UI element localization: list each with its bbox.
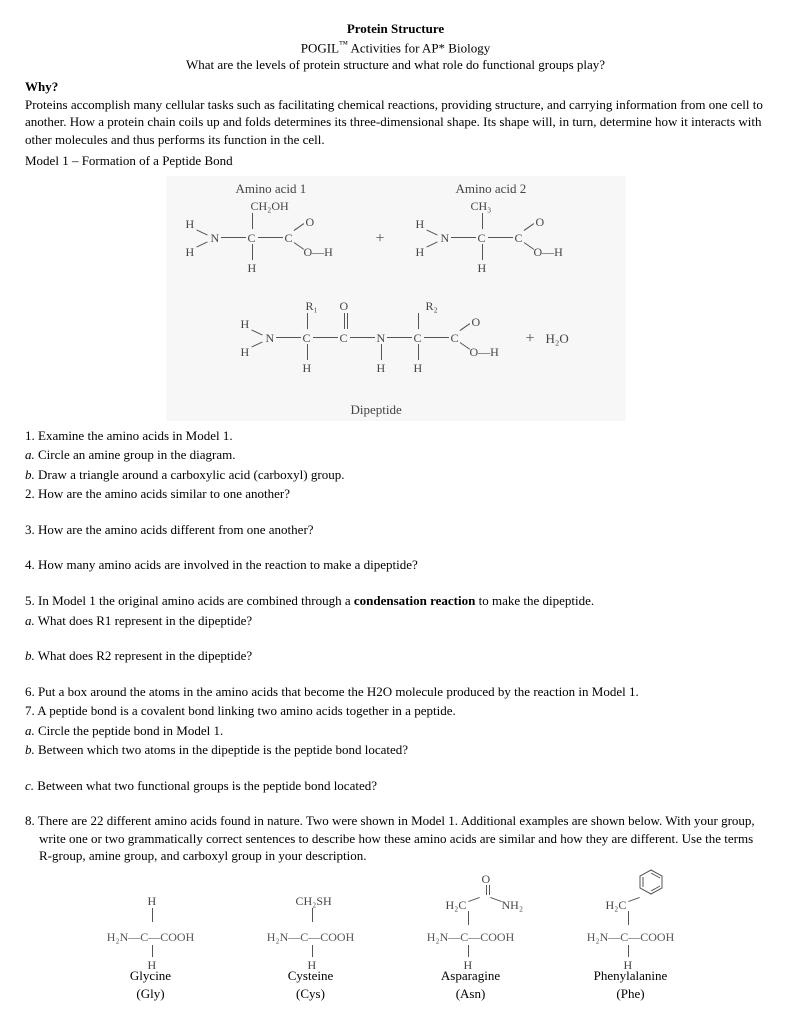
model1-heading: Model 1 – Formation of a Peptide Bond xyxy=(25,152,766,170)
h-atom: H xyxy=(414,360,423,376)
gly-formula: H₂N—C—COOH xyxy=(86,929,216,945)
q5-pre: 5. In Model 1 the original amino acids a… xyxy=(25,593,354,608)
q7: 7. A peptide bond is a covalent bond lin… xyxy=(25,702,766,720)
h-atom: H xyxy=(416,244,425,260)
asn-rleft: H₂C xyxy=(446,897,467,913)
asn-formula: H₂N—C—COOH xyxy=(406,929,536,945)
q7a-l: a. xyxy=(25,723,35,738)
o-atom: O xyxy=(536,214,545,230)
amino-acids-diagram: H H₂N—C—COOH H Glycine (Gly) CH₂SH H₂N—C… xyxy=(86,875,706,1015)
cys-formula: H₂N—C—COOH xyxy=(246,929,376,945)
why-heading: Why? xyxy=(25,78,766,96)
aa1-label: Amino acid 1 xyxy=(236,180,307,198)
c-atom: C xyxy=(340,330,348,346)
h-atom: H xyxy=(186,244,195,260)
water-text: H₂O xyxy=(546,330,569,348)
asn-rright: NH₂ xyxy=(502,897,524,913)
phe-abbr: (Phe) xyxy=(566,985,696,1003)
subtitle-prefix: POGIL xyxy=(301,40,339,55)
subtitle-suffix: Activities for AP* Biology xyxy=(348,40,490,55)
q7b-text: Between which two atoms in the dipeptide… xyxy=(38,742,408,757)
gly-r: H xyxy=(148,893,157,909)
r1-text: CH₂OH xyxy=(251,198,289,214)
oh-text: O—H xyxy=(470,344,499,360)
n-atom: N xyxy=(266,330,275,346)
q1b-text: Draw a triangle around a carboxylic acid… xyxy=(38,467,344,482)
q2: 2. How are the amino acids similar to on… xyxy=(25,485,766,503)
q7c-l: c. xyxy=(25,778,34,793)
header-question: What are the levels of protein structure… xyxy=(25,56,766,74)
r2b-text: R₂ xyxy=(426,298,438,314)
q3: 3. How are the amino acids different fro… xyxy=(25,521,766,539)
gly-below: H xyxy=(148,957,157,973)
o-atom: O xyxy=(472,314,481,330)
aa2-label: Amino acid 2 xyxy=(456,180,527,198)
q5a-text: What does R1 represent in the dipeptide? xyxy=(38,613,252,628)
q5b-text: What does R2 represent in the dipeptide? xyxy=(38,648,252,663)
asn-below: H xyxy=(464,957,473,973)
q1b: b. xyxy=(25,467,35,482)
c-atom: C xyxy=(451,330,459,346)
subtitle-tm: ™ xyxy=(339,39,348,49)
q1a-text: Circle an amine group in the diagram. xyxy=(38,447,235,462)
oh-text: O—H xyxy=(304,244,333,260)
c-atom: C xyxy=(285,230,293,246)
q1: 1. Examine the amino acids in Model 1. xyxy=(25,427,766,445)
phe-formula: H₂N—C—COOH xyxy=(566,929,696,945)
why-text: Proteins accomplish many cellular tasks … xyxy=(25,96,766,149)
model1-diagram: Amino acid 1 Amino acid 2 CH₂OH CH₃ H N … xyxy=(166,176,626,421)
r2-text: CH₃ xyxy=(471,198,492,214)
q7c-text: Between what two functional groups is th… xyxy=(37,778,377,793)
oh-text: O—H xyxy=(534,244,563,260)
cys-below: H xyxy=(308,957,317,973)
dipeptide-label: Dipeptide xyxy=(351,401,402,419)
q5-bold: condensation reaction xyxy=(354,593,475,608)
h-atom: H xyxy=(478,260,487,276)
phe-benzene-icon xyxy=(638,869,664,895)
h-atom: H xyxy=(416,216,425,232)
o-atom: O xyxy=(306,214,315,230)
q8: 8. There are 22 different amino acids fo… xyxy=(25,812,766,865)
header-subtitle: POGIL™ Activities for AP* Biology xyxy=(25,38,766,57)
q6: 6. Put a box around the atoms in the ami… xyxy=(25,683,766,701)
h-atom: H xyxy=(186,216,195,232)
phe-rleft: H₂C xyxy=(606,897,627,913)
q5: 5. In Model 1 the original amino acids a… xyxy=(25,592,766,610)
asn-abbr: (Asn) xyxy=(406,985,536,1003)
cys-abbr: (Cys) xyxy=(246,985,376,1003)
h-atom: H xyxy=(241,316,250,332)
c-atom: C xyxy=(515,230,523,246)
r1b-text: R₁ xyxy=(306,298,318,314)
n-atom: N xyxy=(211,230,220,246)
q4: 4. How many amino acids are involved in … xyxy=(25,556,766,574)
gly-abbr: (Gly) xyxy=(86,985,216,1003)
q5b-l: b. xyxy=(25,648,35,663)
q7b-l: b. xyxy=(25,742,35,757)
h-atom: H xyxy=(248,260,257,276)
h-atom: H xyxy=(241,344,250,360)
q1a: a. xyxy=(25,447,35,462)
q7a-text: Circle the peptide bond in Model 1. xyxy=(38,723,223,738)
q5a-l: a. xyxy=(25,613,35,628)
q5-post: to make the dipeptide. xyxy=(475,593,594,608)
plus-sign: + xyxy=(376,228,385,250)
h-atom: H xyxy=(377,360,386,376)
n-atom: N xyxy=(441,230,450,246)
o-atom: O xyxy=(340,298,349,314)
cys-r: CH₂SH xyxy=(296,893,332,909)
h-atom: H xyxy=(303,360,312,376)
plus-sign: + xyxy=(526,328,535,350)
phe-below: H xyxy=(624,957,633,973)
header-title: Protein Structure xyxy=(25,20,766,38)
